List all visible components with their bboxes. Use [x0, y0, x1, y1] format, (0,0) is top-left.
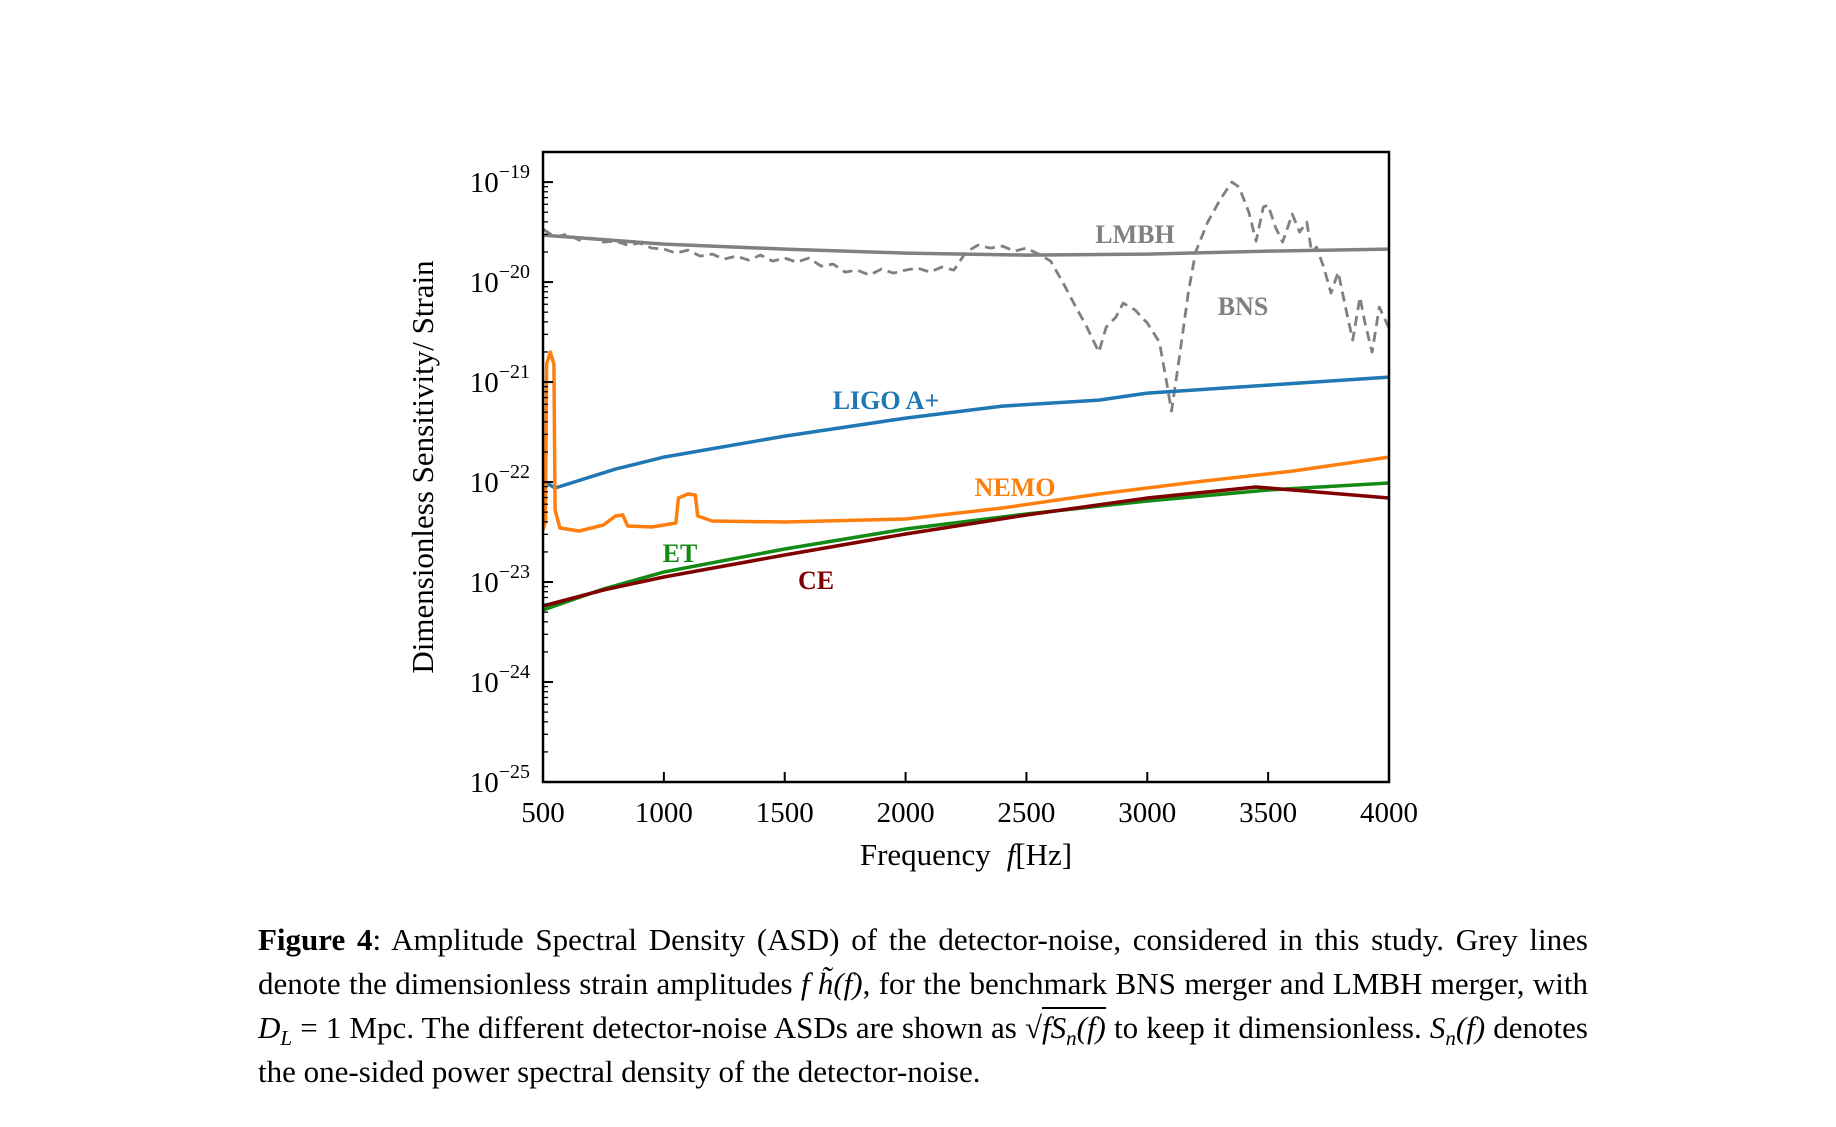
caption-text: to keep it dimensionless. — [1105, 1010, 1430, 1045]
caption-text: denotes the one-sided power spectral den… — [258, 1010, 1588, 1089]
x-tick-label: 1500 — [756, 797, 814, 829]
plot-frame — [541, 150, 1391, 784]
x-axis-title: Frequency f[Hz] — [860, 837, 1072, 872]
caption-text: , for the benchmark BNS merger and LMBH … — [862, 966, 1589, 1001]
caption-math-subscript: n — [1445, 1026, 1456, 1051]
y-tick-label: 10−20 — [470, 261, 530, 299]
y-axis-title: Dimensionless Sensitivity/ Strain — [405, 260, 440, 674]
series-label-nemo: NEMO — [975, 473, 1056, 502]
series-label-ce: CE — [798, 566, 834, 595]
x-tick-label: 500 — [521, 797, 565, 829]
caption-sqrt-body: fSn(f) — [1042, 1007, 1106, 1049]
x-tick-label: 2500 — [997, 797, 1055, 829]
series-line-ce — [542, 485, 1390, 608]
y-tick-label: 10−19 — [470, 161, 530, 199]
y-tick-label: 10−24 — [470, 661, 530, 699]
x-tick-label: 4000 — [1360, 797, 1418, 829]
series-label-lmbh: LMBH — [1095, 220, 1174, 249]
series-label-bns: BNS — [1218, 292, 1269, 321]
axis-ticks: 500 1000 1500 2000 2500 3000 3500 4000 10−19 10−2… — [470, 151, 1418, 829]
caption-math: fS — [1042, 1010, 1067, 1045]
y-tick-label: 10−23 — [470, 561, 530, 599]
caption-math: (f) — [1076, 1010, 1106, 1045]
y-tick-label: 10−21 — [470, 361, 530, 399]
series-line-ligo-a- — [542, 375, 1390, 490]
figure-caption: Figure 4: Amplitude Spectral Density (AS… — [258, 918, 1588, 1094]
caption-text: = 1 Mpc. The different detector-noise AS… — [292, 1010, 1025, 1045]
caption-sqrt-sign: √ — [1024, 1010, 1042, 1045]
x-tick-label: 3500 — [1239, 797, 1297, 829]
series-line-bns — [542, 180, 1391, 413]
x-tick-label: 2000 — [877, 797, 935, 829]
series-labels: LMBH BNS LIGO A+ NEMO ET CE — [663, 220, 1269, 595]
x-tick-label: 3000 — [1118, 797, 1176, 829]
caption-figure-number: Figure 4 — [258, 922, 373, 957]
series-line-nemo — [541, 350, 1390, 533]
caption-math: S — [1429, 1010, 1446, 1045]
caption-text: : Amplitude Spectral Density (ASD) of th… — [258, 922, 1588, 1001]
caption-math-subscript: L — [280, 1026, 293, 1051]
series-label-ligo-a-: LIGO A+ — [833, 386, 940, 415]
series-label-et: ET — [663, 539, 698, 568]
asd-chart: 500 1000 1500 2000 2500 3000 3500 4000 10−19 10−2… — [405, 150, 1418, 872]
x-tick-label: 1000 — [635, 797, 693, 829]
caption-math-subscript: n — [1066, 1026, 1077, 1051]
series-line-et — [542, 481, 1390, 612]
y-tick-label: 10−25 — [470, 761, 530, 799]
y-tick-label: 10−22 — [470, 461, 530, 499]
chart-series — [541, 180, 1391, 612]
caption-math: D — [258, 1010, 281, 1045]
caption-math: (f) — [1455, 1010, 1486, 1045]
caption-math: f h̃(f) — [800, 966, 863, 1001]
